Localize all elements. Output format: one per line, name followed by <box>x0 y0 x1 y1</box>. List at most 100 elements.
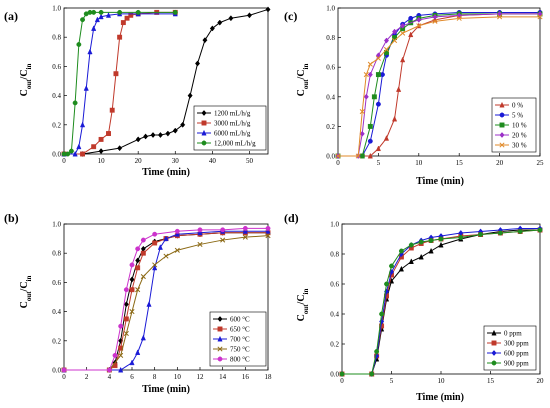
panel-c-y-tick-label: 0.6 <box>326 64 335 72</box>
panel-a-x-tick-label: 40 <box>209 157 217 165</box>
panel-b-x-tick-label: 12 <box>197 373 205 381</box>
panel-c-y-tick-label: 0.0 <box>326 153 335 161</box>
panel-c-data-point <box>432 18 438 24</box>
panel-b-data-point <box>112 352 118 358</box>
panel-d-data-point <box>478 232 484 237</box>
panel-a-data-point <box>120 20 126 26</box>
panel-c-series-3 <box>335 10 543 159</box>
panel-c-data-point <box>375 101 381 107</box>
panel-d-series-2 <box>339 225 543 377</box>
panel-d-series-3 <box>339 227 543 377</box>
panel-a-data-point <box>79 121 86 128</box>
panel-a-data-point <box>246 12 252 19</box>
panel-c-data-point <box>392 38 398 44</box>
panel-c-legend-marker <box>499 122 505 128</box>
panel-a-data-point <box>228 15 234 22</box>
panel-c-legend-marker <box>499 112 505 118</box>
panel-c: (c) Cout/Cin Time (min) 0 5 10 15 20 25 0.0 0.2… <box>284 5 544 188</box>
panel-a-legend-marker <box>201 129 207 136</box>
panel-a-data-point <box>187 92 193 99</box>
panel-c-x-tick-label: 10 <box>415 159 423 167</box>
panel-a-data-point <box>72 100 78 106</box>
panel-a-legend: 1200 mL/h/g 3000 mL/h/g 6000 mL/h/g 12,000 … <box>193 105 267 151</box>
panel-a-data-point <box>80 17 85 23</box>
panel-d-legend-entry: 600 ppm <box>504 350 529 358</box>
panel-b-data-point <box>118 323 124 329</box>
panel-d-legend-marker <box>491 360 497 366</box>
panel-a-data-point <box>180 121 186 128</box>
panel-d-y-tick-label: 0.0 <box>330 371 339 379</box>
panel-d-letter: (d) <box>284 211 299 225</box>
panel-c-data-point <box>383 135 390 141</box>
panel-c-letter: (c) <box>284 9 297 23</box>
panel-b-data-point <box>140 237 146 243</box>
panel-b-data-point <box>140 250 146 256</box>
panel-a-data-point <box>194 60 201 67</box>
panel-a-legend-entry: 3000 mL/h/g <box>214 120 251 128</box>
panel-a-data-point <box>135 9 141 15</box>
panel-d-legend-marker <box>491 350 497 356</box>
panel-a-data-point <box>80 151 85 157</box>
panel-c-y-tick-label: 0.8 <box>326 34 335 42</box>
panel-a-data-point <box>76 143 82 150</box>
panel-c-legend-entry: 20 % <box>512 132 527 140</box>
panel-b-data-point <box>242 228 248 234</box>
panel-c-data-point <box>396 86 402 92</box>
panel-a-data-point <box>117 9 123 15</box>
panel-a-legend-entry: 6000 mL/h/g <box>214 130 251 138</box>
panel-b-legend-marker <box>217 316 223 322</box>
panel-a-data-point <box>105 12 112 18</box>
panel-d-series-line <box>342 228 540 375</box>
panel-b-data-point <box>135 349 141 355</box>
panel-c-legend-marker <box>499 132 505 138</box>
panel-d-data-point <box>369 371 375 377</box>
panel-a-data-point <box>172 9 178 15</box>
panel-c-plot-frame <box>337 7 541 157</box>
panel-d-y-tick-label: 1.0 <box>330 221 339 229</box>
panel-a-series-line <box>64 11 176 155</box>
panel-a-data-point <box>202 37 208 44</box>
panel-d-series-line <box>342 229 541 375</box>
panel-c-legend-entry: 0 % <box>512 102 523 110</box>
panel-c-data-point <box>355 153 361 159</box>
panel-a-plot-frame <box>63 7 269 155</box>
panel-b-data-point <box>123 330 129 337</box>
panel-a-legend-entry: 1200 mL/h/g <box>214 110 251 118</box>
panel-b-legend-marker <box>217 335 223 342</box>
panel-a-series-0 <box>61 6 271 157</box>
panel-b-data-point <box>135 257 141 264</box>
panel-d-xlabel: Time (min) <box>416 392 464 403</box>
panel-a-x-tick-label: 50 <box>246 157 254 165</box>
panel-b-data-point <box>129 287 135 293</box>
panel-b-data-point <box>265 225 271 231</box>
panel-c-data-point <box>367 152 373 159</box>
panel-a-data-point <box>106 131 111 137</box>
panel-a-data-point <box>128 12 134 18</box>
panel-d-legend-marker <box>491 329 497 336</box>
panel-b-y-tick-label: 0.8 <box>52 250 61 258</box>
panel-c-data-point <box>375 72 381 78</box>
panel-c-legend: 0 % 5 % 10 % 20 % 30 % <box>491 97 537 153</box>
panel-a-y-tick-label: 0.4 <box>52 92 61 100</box>
panel-a-y-tick-label: 0.0 <box>52 151 61 159</box>
panel-a-ylabel-text: Cout/Cin <box>19 63 33 96</box>
panel-b-data-point <box>106 367 112 373</box>
panel-a-legend-marker <box>201 120 207 126</box>
panel-a-x-tick-label: 30 <box>172 157 180 165</box>
panel-a-legend-entry: 12,000 mL/h/g <box>214 140 256 148</box>
panel-b-data-point <box>174 231 180 237</box>
panel-b-legend-marker <box>217 346 223 352</box>
panel-c-data-point <box>371 94 377 100</box>
panel-c-x-tick-label: 15 <box>456 159 464 167</box>
panel-c-legend-marker <box>499 142 505 148</box>
panel-d-data-point <box>374 349 380 354</box>
panel-c-y-tick-label: 0.2 <box>326 123 335 131</box>
panel-c-series-line <box>338 11 540 157</box>
panel-d-data-point <box>517 229 523 234</box>
panel-b-legend: 600 °C 650 °C 700 °C 750 °C 800 °C <box>209 311 267 367</box>
panel-b-data-point <box>118 366 124 373</box>
panel-c-data-point <box>363 93 369 100</box>
panel-a-data-point <box>98 148 104 155</box>
panel-c-data-point <box>392 28 398 35</box>
